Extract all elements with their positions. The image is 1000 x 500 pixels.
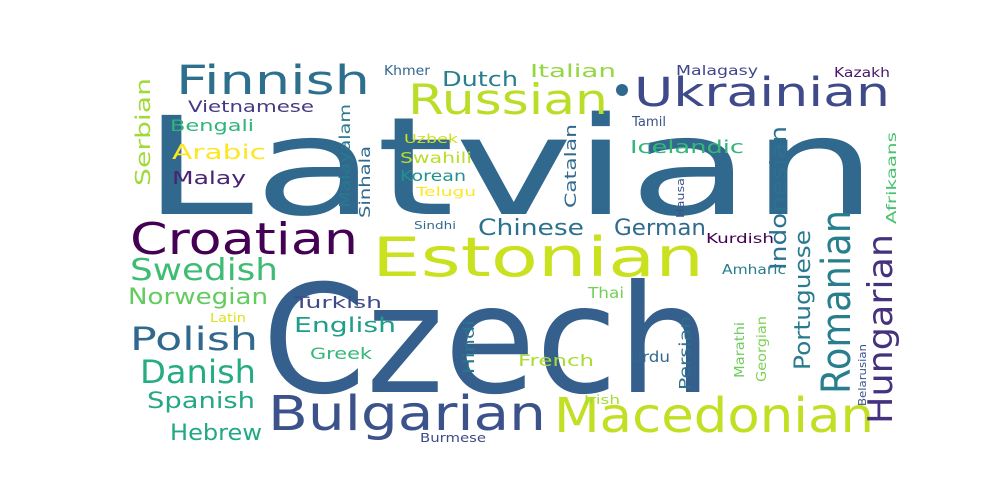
word-bulgarian: Bulgarian	[268, 386, 546, 442]
word-icelandic: Icelandic	[630, 137, 744, 158]
word-belarusian: Belarusian	[856, 344, 869, 406]
word-russian: Russian	[408, 75, 608, 124]
word-spanish: Spanish	[147, 389, 255, 414]
word-tamil: Tamil	[631, 115, 666, 130]
word-dutch: Dutch	[442, 67, 518, 91]
word-danish: Danish	[140, 353, 256, 391]
word-turkish: Turkish	[292, 293, 382, 312]
word-telugu: Telugu	[414, 185, 476, 199]
word-indonesian: Indonesian	[767, 126, 792, 270]
word-arabic: Arabic	[172, 140, 266, 164]
word-sindhi: Sindhi	[414, 219, 456, 232]
word-afrikaans: Afrikaans	[885, 132, 900, 224]
word-german: German	[614, 216, 706, 241]
word-uzbek: Uzbek	[404, 132, 458, 146]
word-serbian: Serbian	[131, 78, 155, 186]
word-kurdish: Kurdish	[706, 232, 774, 247]
word-persian: Persian	[676, 316, 694, 390]
word-korean: Korean	[400, 167, 466, 185]
word-estonian: Estonian	[372, 226, 704, 289]
word-swedish: Swedish	[130, 253, 278, 288]
word-malagasy: Malagasy	[676, 64, 758, 79]
word-kazakh: Kazakh	[834, 66, 890, 81]
word-hebrew: Hebrew	[170, 421, 262, 446]
word-macedonian: Macedonian	[554, 388, 874, 444]
word-portuguese: Portuguese	[791, 230, 816, 370]
word-french: French	[518, 351, 594, 370]
word-norwegian: Norwegian	[128, 285, 268, 310]
word-malay: Malay	[172, 168, 246, 189]
word-hungarian: Hungarian	[861, 234, 901, 424]
word-finnish: Finnish	[176, 58, 370, 104]
word-marathi: Marathi	[733, 322, 748, 378]
word-ukrainian: Ukrainian	[634, 70, 890, 116]
word-burmese: Burmese	[420, 431, 486, 445]
word-sinhala: Sinhala	[356, 146, 374, 218]
word-georgian: Georgian	[755, 316, 770, 382]
word-romanian: Romanian	[814, 210, 860, 394]
word-croatian: Croatian	[130, 214, 358, 265]
word-hausa: Hausa	[674, 178, 687, 218]
word-chinese: Chinese	[478, 216, 584, 241]
word-catalan: Catalan	[561, 124, 580, 208]
word-thai: Thai	[587, 284, 624, 302]
word-swahili: Swahili	[400, 149, 472, 167]
word-bengali: Bengali	[170, 116, 254, 135]
word-malayalam: Malayalam	[336, 104, 354, 208]
word-irish: Irish	[584, 393, 620, 407]
word-urdu: Urdu	[630, 348, 670, 366]
word-polish: Polish	[130, 320, 258, 358]
word-greek: Greek	[310, 344, 373, 363]
word-italian: Italian	[530, 61, 616, 82]
word-latin: Latin	[210, 311, 246, 325]
word-vietnamese: Vietnamese	[188, 97, 314, 116]
word-latvian: Latvian	[142, 89, 878, 247]
word-amharic: Amharic	[722, 263, 786, 278]
dot-mark	[616, 84, 628, 96]
word-english: English	[294, 313, 396, 337]
word-hindi: Hindi	[460, 320, 478, 374]
word-khmer: Khmer	[384, 64, 431, 79]
word-czech: Czech	[262, 254, 712, 428]
